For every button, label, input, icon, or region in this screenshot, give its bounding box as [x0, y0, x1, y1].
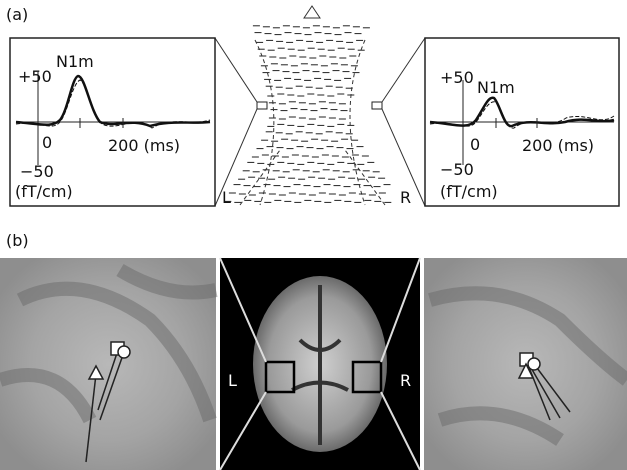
- unit-label: (fT/cm): [15, 182, 73, 201]
- figure: (a) N1m +50 0 200 (ms) −50 (fT/cm) N1m +…: [0, 0, 627, 470]
- x-label: 200 (ms): [108, 136, 180, 155]
- panel-label: (a): [6, 5, 28, 24]
- sensor-array: [224, 26, 391, 203]
- hemisphere-label: L: [228, 371, 237, 390]
- y-label: −50: [20, 162, 54, 181]
- nose-marker: [304, 6, 320, 18]
- x-label: 0: [470, 135, 480, 154]
- y-label: +50: [18, 67, 52, 86]
- peak-label: N1m: [477, 78, 515, 97]
- selected-sensor: [372, 102, 382, 109]
- zoom-line: [215, 38, 425, 206]
- selected-sensor: [257, 102, 267, 109]
- y-label: +50: [440, 68, 474, 87]
- unit-label: (fT/cm): [440, 182, 498, 201]
- peak-label: N1m: [56, 52, 94, 71]
- hemisphere-label: L: [222, 188, 231, 207]
- hemisphere-label: R: [400, 371, 411, 390]
- hemisphere-label: R: [400, 188, 411, 207]
- x-label: 200 (ms): [522, 136, 594, 155]
- x-label: 0: [42, 133, 52, 152]
- y-label: −50: [440, 160, 474, 179]
- panel-label: (b): [6, 231, 29, 250]
